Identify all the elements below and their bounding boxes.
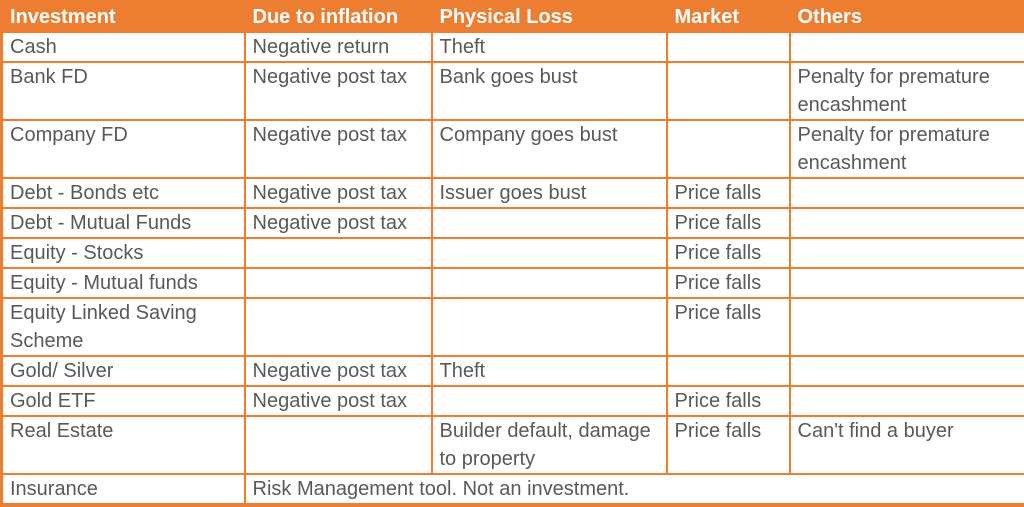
cell-market-risk: Price falls	[667, 386, 790, 416]
cell-inflation-risk	[245, 416, 432, 474]
cell-others	[790, 178, 1024, 208]
cell-market-risk: Price falls	[667, 178, 790, 208]
table-row-equity-stocks: Equity - Stocks Price falls	[2, 238, 1024, 268]
cell-inflation-risk	[245, 298, 432, 356]
cell-market-risk	[667, 32, 790, 62]
cell-physical-loss: Theft	[432, 356, 667, 386]
cell-physical-loss	[432, 268, 667, 298]
cell-inflation-risk: Negative post tax	[245, 62, 432, 120]
cell-investment: Equity - Mutual funds	[2, 268, 245, 298]
cell-investment: Bank FD	[2, 62, 245, 120]
cell-others	[790, 268, 1024, 298]
cell-inflation-risk: Negative post tax	[245, 120, 432, 178]
cell-inflation-risk	[245, 268, 432, 298]
table-row-elss: Equity Linked Saving Scheme Price falls	[2, 298, 1024, 356]
cell-others	[790, 298, 1024, 356]
cell-investment: Company FD	[2, 120, 245, 178]
cell-others	[790, 386, 1024, 416]
table-row-debt-bonds: Debt - Bonds etc Negative post tax Issue…	[2, 178, 1024, 208]
cell-inflation-risk: Negative post tax	[245, 386, 432, 416]
cell-investment: Insurance	[2, 474, 245, 505]
investment-risk-slide: Investment Due to inflation Physical Los…	[0, 0, 1024, 487]
table-row-insurance: Insurance Risk Management tool. Not an i…	[2, 474, 1024, 505]
table-row-real-estate: Real Estate Builder default, damage to p…	[2, 416, 1024, 474]
cell-market-risk: Price falls	[667, 298, 790, 356]
cell-physical-loss	[432, 238, 667, 268]
col-header-investment: Investment	[2, 2, 245, 33]
cell-inflation-risk: Negative post tax	[245, 208, 432, 238]
cell-physical-loss	[432, 298, 667, 356]
cell-physical-loss: Bank goes bust	[432, 62, 667, 120]
cell-market-risk	[667, 356, 790, 386]
cell-others: Can't find a buyer	[790, 416, 1024, 474]
cell-physical-loss	[432, 208, 667, 238]
cell-others	[790, 208, 1024, 238]
cell-investment: Debt - Bonds etc	[2, 178, 245, 208]
cell-market-risk: Price falls	[667, 238, 790, 268]
header-row: Investment Due to inflation Physical Los…	[2, 2, 1024, 33]
cell-investment: Equity - Stocks	[2, 238, 245, 268]
cell-investment: Debt - Mutual Funds	[2, 208, 245, 238]
cell-others: Penalty for premature encashment	[790, 62, 1024, 120]
table-row-cash: Cash Negative return Theft	[2, 32, 1024, 62]
table-row-company-fd: Company FD Negative post tax Company goe…	[2, 120, 1024, 178]
cell-physical-loss: Issuer goes bust	[432, 178, 667, 208]
cell-market-risk	[667, 62, 790, 120]
cell-inflation-risk: Negative post tax	[245, 178, 432, 208]
cell-inflation-risk: Negative post tax	[245, 356, 432, 386]
cell-physical-loss	[432, 386, 667, 416]
cell-others: Penalty for premature encashment	[790, 120, 1024, 178]
cell-market-risk: Price falls	[667, 416, 790, 474]
cell-investment: Real Estate	[2, 416, 245, 474]
table-row-gold-silver: Gold/ Silver Negative post tax Theft	[2, 356, 1024, 386]
col-header-due-to-inflation: Due to inflation	[245, 2, 432, 33]
cell-others	[790, 32, 1024, 62]
cell-market-risk	[667, 120, 790, 178]
table-row-equity-mutual-funds: Equity - Mutual funds Price falls	[2, 268, 1024, 298]
cell-insurance-note: Risk Management tool. Not an investment.	[245, 474, 1024, 505]
table-row-bank-fd: Bank FD Negative post tax Bank goes bust…	[2, 62, 1024, 120]
table-row-gold-etf: Gold ETF Negative post tax Price falls	[2, 386, 1024, 416]
table-row-debt-mutual-funds: Debt - Mutual Funds Negative post tax Pr…	[2, 208, 1024, 238]
cell-inflation-risk: Negative return	[245, 32, 432, 62]
cell-investment: Equity Linked Saving Scheme	[2, 298, 245, 356]
cell-investment: Gold ETF	[2, 386, 245, 416]
cell-physical-loss: Builder default, damage to property	[432, 416, 667, 474]
col-header-physical-loss: Physical Loss	[432, 2, 667, 33]
cell-inflation-risk	[245, 238, 432, 268]
cell-physical-loss: Company goes bust	[432, 120, 667, 178]
cell-physical-loss: Theft	[432, 32, 667, 62]
cell-others	[790, 356, 1024, 386]
col-header-others: Others	[790, 2, 1024, 33]
col-header-market: Market	[667, 2, 790, 33]
cell-others	[790, 238, 1024, 268]
cell-investment: Cash	[2, 32, 245, 62]
cell-market-risk: Price falls	[667, 208, 790, 238]
cell-market-risk: Price falls	[667, 268, 790, 298]
cell-investment: Gold/ Silver	[2, 356, 245, 386]
